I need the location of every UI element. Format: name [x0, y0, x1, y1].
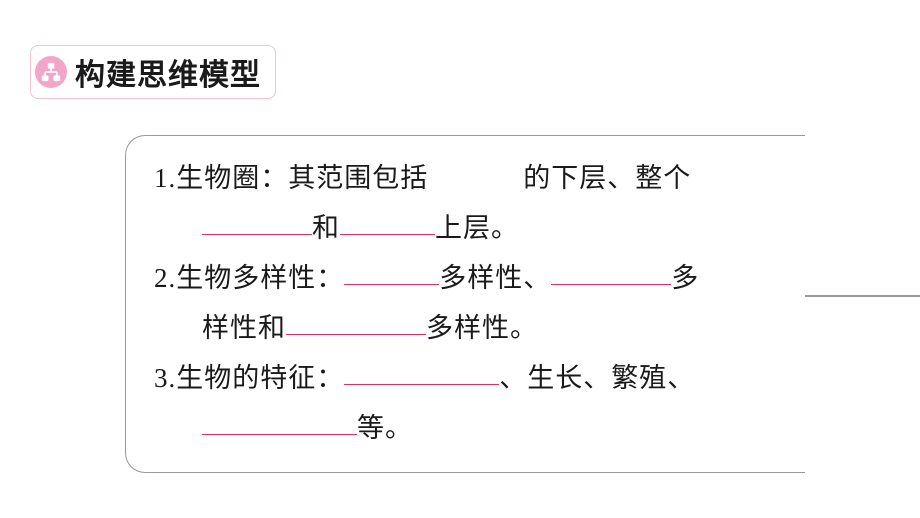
item-1-seg1: 其范围包括 [288, 163, 428, 193]
item-2-num: 2. [154, 263, 176, 293]
blank [286, 305, 426, 335]
blank [344, 255, 439, 285]
item-1-num: 1. [154, 163, 176, 193]
item-3-label: 生物的特征： [176, 363, 344, 393]
blank [340, 205, 435, 235]
item-3-line-2: 等。 [154, 404, 777, 454]
item-3-line-1: 3.生物的特征： 、生长、繁殖、 [154, 354, 777, 404]
item-2-label: 生物多样性： [176, 263, 344, 293]
content-box: 1.生物圈：其范围包括 的下层、整个 和 上层。 2.生物多样性： 多样性、 多 样性和… [125, 135, 805, 473]
item-3-num: 3. [154, 363, 176, 393]
item-3-seg1: 、生长、繁殖、 [499, 363, 695, 393]
section-title: 构建思维模型 [75, 50, 261, 94]
item-2-line-2: 样性和 多样性。 [154, 304, 777, 354]
hierarchy-icon [35, 56, 67, 88]
connector-line [805, 295, 920, 297]
blank [202, 405, 357, 435]
blank [551, 255, 671, 285]
item-2-seg4: 多样性。 [426, 313, 538, 343]
item-1-seg3: 和 [312, 213, 340, 243]
item-1-label: 生物圈： [176, 163, 288, 193]
blank [202, 205, 312, 235]
item-2-line-1: 2.生物多样性： 多样性、 多 [154, 254, 777, 304]
item-1-seg4: 上层。 [435, 213, 519, 243]
item-2-seg3: 样性和 [202, 313, 286, 343]
item-2-seg2: 多 [671, 263, 699, 293]
item-2-seg1: 多样性、 [439, 263, 551, 293]
section-header: 构建思维模型 [30, 45, 276, 99]
item-1-seg2: 的下层、整个 [523, 163, 691, 193]
item-3-seg2: 等。 [357, 413, 413, 443]
blank [344, 355, 499, 385]
item-1-line-1: 1.生物圈：其范围包括 的下层、整个 [154, 154, 777, 204]
item-1-line-2: 和 上层。 [154, 204, 777, 254]
